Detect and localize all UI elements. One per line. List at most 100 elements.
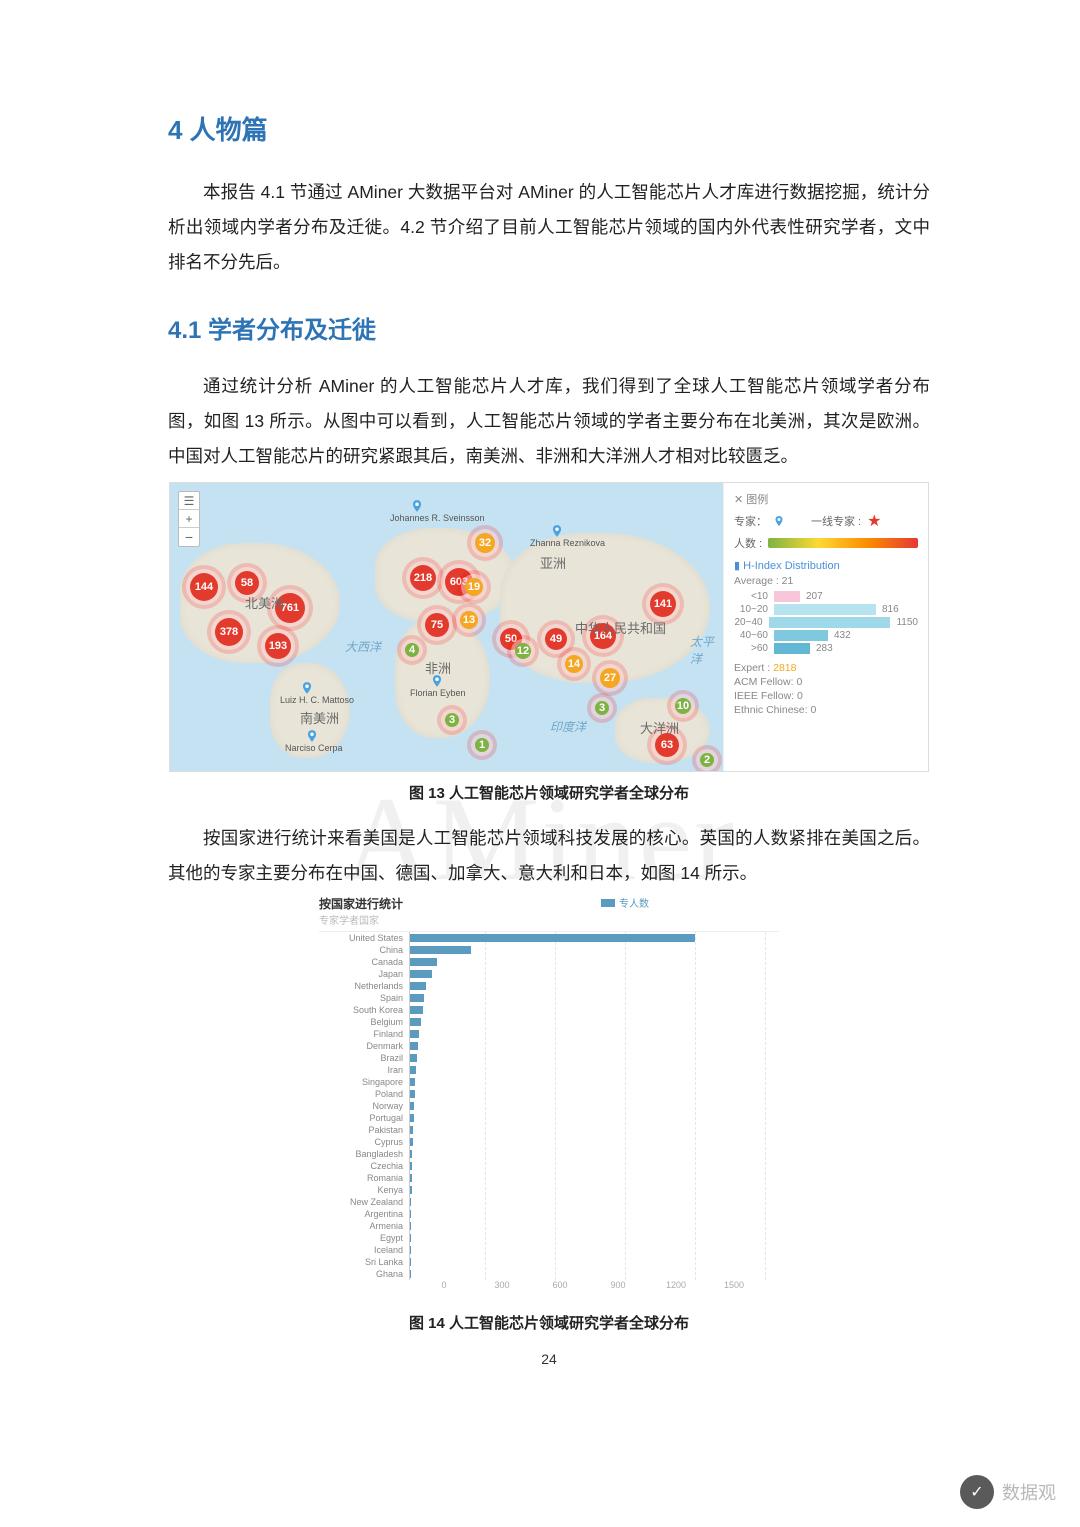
barchart-bar — [410, 1078, 415, 1086]
figure-13-caption: 图 13 人工智能芯片领域研究学者全球分布 — [168, 782, 930, 803]
barchart-row-label: Poland — [319, 1089, 409, 1099]
barchart-bar — [410, 1222, 411, 1230]
map-hotspot[interactable]: 4 — [405, 643, 419, 657]
subsection-heading: 4.1 学者分布及迁徙 — [168, 310, 930, 345]
map-hotspot[interactable]: 49 — [545, 628, 567, 650]
legend-stat: ACM Fellow: 0 — [734, 676, 918, 688]
barchart-row-label: Portugal — [319, 1113, 409, 1123]
hindex-title: H-Index Distribution — [743, 560, 840, 572]
figure-14-barchart: 专人数 按国家进行统计 专家学者国家 United StatesChinaCan… — [319, 895, 779, 1290]
star-icon: ★ — [867, 511, 881, 531]
map-legend-panel: ✕ 图例 专家： 一线专家 : ★ 人数 : ▮ H-Index Distrib… — [723, 483, 928, 771]
barchart-row: China — [319, 944, 779, 956]
map-hotspot[interactable]: 1 — [475, 738, 489, 752]
section-heading: 4 人物篇 — [168, 110, 930, 147]
legend-stat: Expert : 2818 — [734, 662, 918, 674]
barchart-bar — [410, 1042, 418, 1050]
barchart-bar — [410, 1102, 414, 1110]
barchart-bar — [410, 1030, 419, 1038]
paragraph-2: 通过统计分析 AMiner 的人工智能芯片人才库，我们得到了全球人工智能芯片领域… — [168, 369, 930, 474]
barchart-row-label: China — [319, 945, 409, 955]
legend-stat: Ethnic Chinese: 0 — [734, 704, 918, 716]
map-hotspot[interactable]: 58 — [235, 571, 259, 595]
world-map: ☰ + − 1445876137819321860375141164495063… — [169, 482, 929, 772]
barchart-row: Japan — [319, 968, 779, 980]
figure-13: ☰ + − 1445876137819321860375141164495063… — [168, 482, 930, 803]
barchart-xtick: 1500 — [705, 1280, 763, 1290]
barchart-bar — [410, 994, 424, 1002]
map-hotspot[interactable]: 378 — [215, 618, 243, 646]
zoom-out-icon[interactable]: − — [179, 528, 199, 546]
footer-check-icon: ✓ — [960, 1475, 994, 1509]
pin-icon — [430, 674, 444, 688]
barchart-row-label: Singapore — [319, 1077, 409, 1087]
barchart-row: Argentina — [319, 1208, 779, 1220]
barchart-row: Ghana — [319, 1268, 779, 1280]
barchart-row-label: Finland — [319, 1029, 409, 1039]
pin-icon — [410, 499, 424, 513]
avg-value: 21 — [782, 575, 794, 587]
barchart-row: Finland — [319, 1028, 779, 1040]
barchart-x-axis: 030060090012001500 — [415, 1280, 779, 1290]
barchart-row: Czechia — [319, 1160, 779, 1172]
map-person-label: Johannes R. Sveinsson — [390, 513, 485, 523]
barchart-xtick: 1200 — [647, 1280, 705, 1290]
zoom-in-icon[interactable]: + — [179, 510, 199, 528]
ocean-label: 印度洋 — [550, 718, 586, 735]
barchart-bar — [410, 1150, 412, 1158]
map-hotspot[interactable]: 2 — [700, 753, 714, 767]
barchart-row-label: Kenya — [319, 1185, 409, 1195]
paragraph-1: 本报告 4.1 节通过 AMiner 大数据平台对 AMiner 的人工智能芯片… — [168, 175, 930, 280]
continent-label: 南美洲 — [300, 708, 339, 727]
map-hotspot[interactable]: 3 — [595, 701, 609, 715]
map-hotspot[interactable]: 27 — [600, 668, 620, 688]
barchart-xtick: 600 — [531, 1280, 589, 1290]
zoom-handle-icon[interactable]: ☰ — [179, 492, 199, 510]
map-hotspot[interactable]: 218 — [410, 565, 436, 591]
barchart-bar — [410, 1186, 412, 1194]
hindex-bin: 10~20816 — [734, 604, 918, 615]
hindex-bin: 40~60432 — [734, 630, 918, 641]
map-hotspot[interactable]: 12 — [515, 643, 531, 659]
ocean-label: 大西洋 — [345, 638, 381, 655]
map-hotspot[interactable]: 141 — [650, 591, 676, 617]
barchart-row-label: Canada — [319, 957, 409, 967]
continent-label: 大洋洲 — [640, 718, 679, 737]
barchart-row: Bangladesh — [319, 1148, 779, 1160]
barchart-row: Cyprus — [319, 1136, 779, 1148]
barchart-row: Armenia — [319, 1220, 779, 1232]
barchart-row-label: Iran — [319, 1065, 409, 1075]
map-hotspot[interactable]: 19 — [465, 578, 483, 596]
hindex-bin: >60283 — [734, 643, 918, 654]
barchart-bar — [410, 1258, 411, 1266]
pin-icon — [300, 681, 314, 695]
barchart-bar — [410, 1126, 413, 1134]
ocean-label: 太平洋 — [690, 633, 725, 667]
map-hotspot[interactable]: 3 — [445, 713, 459, 727]
barchart-row: South Korea — [319, 1004, 779, 1016]
map-hotspot[interactable]: 75 — [425, 613, 449, 637]
barchart-row-label: Cyprus — [319, 1137, 409, 1147]
barchart-row: Belgium — [319, 1016, 779, 1028]
map-hotspot[interactable]: 193 — [265, 633, 291, 659]
pin-icon — [773, 515, 785, 527]
barchart-title: 按国家进行统计 — [319, 895, 779, 912]
footer-label: 数据观 — [1002, 1479, 1056, 1505]
continent-label: 亚洲 — [540, 553, 566, 572]
map-person-label: Florian Eyben — [410, 688, 466, 698]
barchart-xtick: 900 — [589, 1280, 647, 1290]
map-hotspot[interactable]: 32 — [475, 533, 495, 553]
map-zoom-controls[interactable]: ☰ + − — [178, 491, 200, 547]
barchart-bar — [410, 1054, 417, 1062]
barchart-bar — [410, 982, 426, 990]
map-hotspot[interactable]: 13 — [460, 611, 478, 629]
barchart-row: Singapore — [319, 1076, 779, 1088]
map-hotspot[interactable]: 144 — [190, 573, 218, 601]
continent-label: 北美洲 — [245, 593, 284, 612]
barchart-xtick: 300 — [473, 1280, 531, 1290]
avg-label: Average : — [734, 575, 782, 587]
map-hotspot[interactable]: 14 — [565, 655, 583, 673]
barchart-row-label: Iceland — [319, 1245, 409, 1255]
barchart-bar — [410, 970, 432, 978]
map-hotspot[interactable]: 10 — [675, 698, 691, 714]
